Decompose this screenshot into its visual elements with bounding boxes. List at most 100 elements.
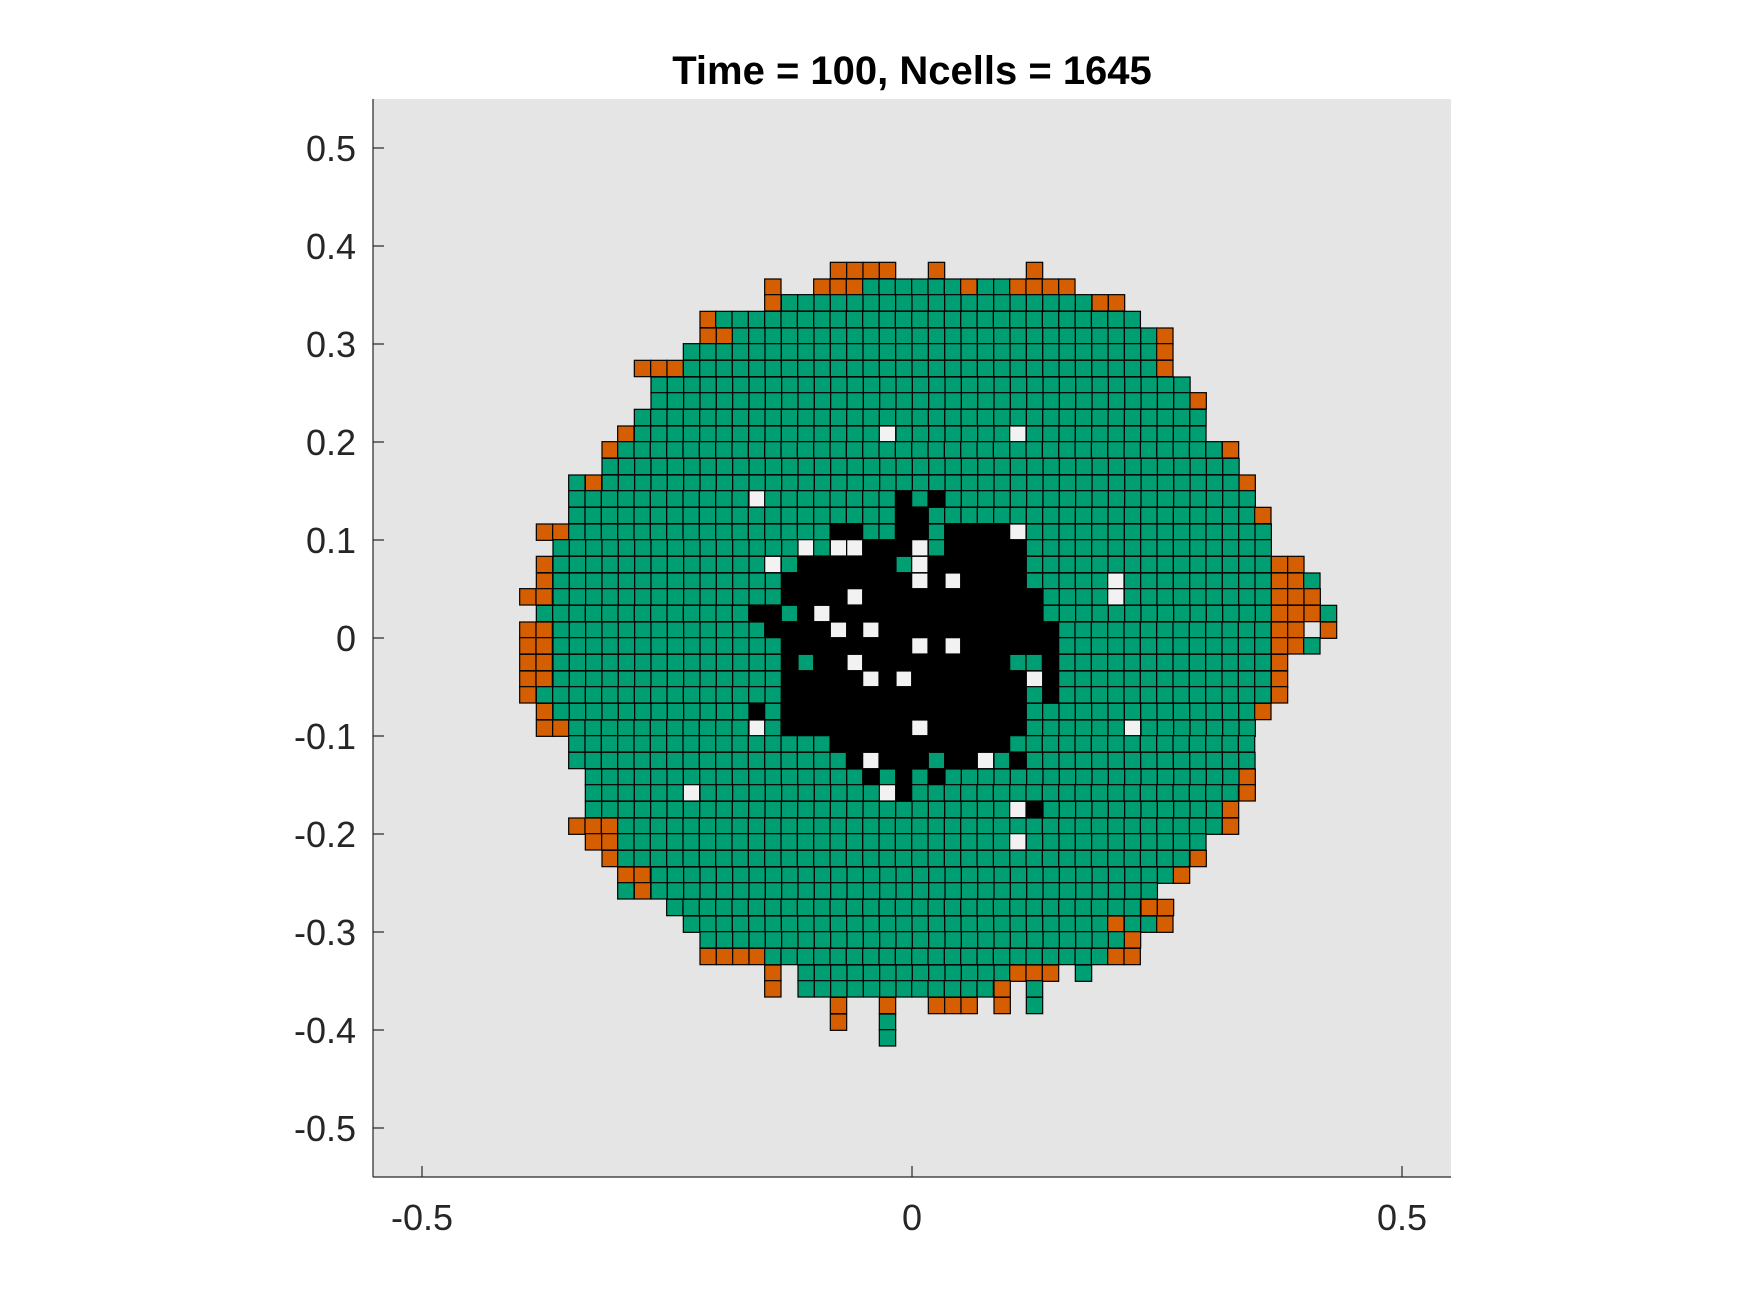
- cell-green: [1221, 555, 1240, 574]
- cell-green: [535, 604, 554, 623]
- cell-green: [617, 670, 636, 688]
- cell-green: [796, 506, 815, 525]
- cell-green: [1042, 474, 1061, 492]
- cell-green: [1026, 768, 1044, 786]
- cell-empty: [911, 719, 929, 737]
- cell-empty: [1009, 833, 1027, 851]
- cell-green: [682, 735, 700, 753]
- cell-green: [796, 833, 815, 851]
- cell-green: [879, 866, 897, 884]
- y-tick-label: 0: [336, 618, 356, 659]
- cell-black: [813, 621, 831, 639]
- cell-green: [764, 474, 783, 492]
- cell-green: [862, 327, 880, 345]
- cell-green: [1123, 588, 1142, 606]
- cell-orange: [993, 980, 1011, 998]
- cell-green: [1090, 670, 1109, 688]
- cell-black: [895, 784, 913, 802]
- cell-green: [552, 588, 570, 606]
- cell-green: [1091, 539, 1109, 557]
- cell-green: [780, 768, 799, 786]
- cell-orange: [1287, 604, 1305, 623]
- cell-black: [960, 686, 978, 704]
- cell-green: [584, 490, 602, 508]
- y-tick-label: 0.1: [306, 520, 356, 561]
- cell-green: [1172, 506, 1191, 525]
- cell-green: [895, 800, 913, 819]
- cell-green: [1189, 719, 1207, 737]
- cell-green: [976, 343, 995, 361]
- cell-orange: [1270, 621, 1289, 639]
- cell-green: [862, 408, 880, 427]
- cell-green: [1140, 408, 1158, 427]
- cell-green: [683, 457, 701, 476]
- cell-green: [650, 653, 668, 672]
- cell-green: [764, 539, 783, 557]
- cell-green: [862, 800, 880, 819]
- cell-green: [682, 719, 700, 737]
- cell-green: [699, 931, 717, 949]
- cell-green: [748, 327, 766, 345]
- cell-empty: [976, 751, 995, 770]
- cell-green: [862, 817, 880, 835]
- cell-green: [748, 866, 766, 884]
- cell-green: [911, 898, 929, 917]
- cell-green: [715, 931, 734, 949]
- cell-green: [1058, 457, 1077, 476]
- cell-green: [1140, 833, 1158, 851]
- cell-green: [568, 702, 587, 721]
- cell-orange: [535, 653, 553, 672]
- cell-green: [1042, 800, 1060, 819]
- cell-black: [895, 702, 913, 721]
- cell-green: [846, 376, 864, 394]
- cell-green: [666, 653, 685, 672]
- cell-black: [960, 604, 978, 623]
- cell-green: [977, 474, 995, 492]
- cell-green: [797, 376, 815, 394]
- cell-green: [748, 408, 766, 427]
- cell-green: [585, 555, 603, 574]
- cell-green: [617, 457, 636, 476]
- cell-green: [650, 621, 668, 639]
- cell-black: [976, 670, 994, 688]
- cell-green: [1189, 408, 1207, 427]
- cell-black: [960, 555, 978, 574]
- cell-green: [1140, 572, 1158, 590]
- cell-green: [911, 376, 930, 394]
- cell-orange: [1221, 817, 1240, 835]
- cell-green: [1058, 474, 1077, 492]
- cell-green: [1107, 457, 1126, 476]
- cell-orange: [519, 588, 537, 606]
- cell-green: [944, 327, 962, 345]
- cell-green: [650, 768, 668, 786]
- cell-green: [862, 506, 880, 525]
- cell-green: [813, 768, 831, 786]
- cell-green: [650, 866, 668, 884]
- cell-orange: [535, 670, 553, 688]
- cell-green: [1139, 621, 1158, 639]
- cell-black: [1009, 588, 1027, 606]
- cell-green: [1091, 915, 1109, 933]
- cell-green: [943, 833, 962, 851]
- cell-green: [649, 817, 668, 835]
- cell-green: [911, 784, 929, 802]
- cell-green: [944, 343, 962, 361]
- y-axis: 0.50.40.30.20.10-0.1-0.2-0.3-0.4-0.5: [294, 128, 384, 1149]
- cell-black: [944, 523, 962, 541]
- cell-green: [993, 278, 1011, 296]
- cell-green: [1173, 719, 1191, 737]
- cell-green: [993, 768, 1011, 786]
- cell-green: [1205, 604, 1224, 623]
- cell-green: [1074, 506, 1093, 525]
- cell-green: [993, 964, 1011, 982]
- cell-green: [617, 751, 635, 770]
- cell-green: [698, 817, 717, 835]
- cell-black: [780, 572, 799, 590]
- cell-green: [1026, 490, 1044, 508]
- cell-black: [829, 670, 848, 688]
- cell-green: [1074, 849, 1093, 868]
- cell-green: [943, 849, 962, 868]
- cell-green: [585, 572, 603, 590]
- cell-orange: [600, 817, 619, 835]
- cell-green: [1205, 670, 1223, 688]
